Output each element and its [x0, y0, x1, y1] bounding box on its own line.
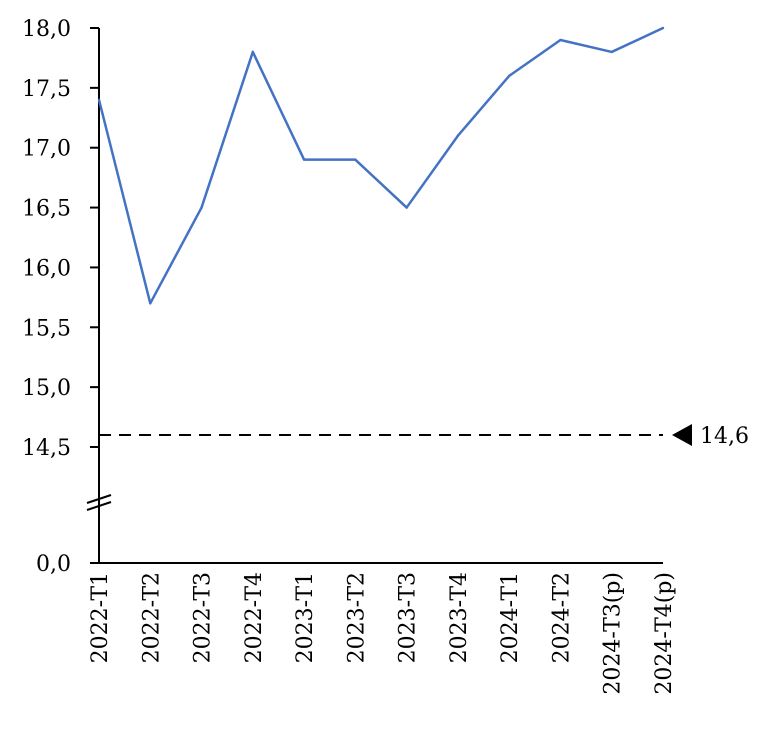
- axis-break-mark: [86, 501, 112, 511]
- y-tick-label: 18,0: [22, 17, 71, 42]
- y-tick-label: 14,5: [22, 436, 71, 461]
- y-tick-label: 16,5: [22, 197, 71, 222]
- y-tick-label: 15,0: [22, 376, 71, 401]
- y-tick-label: 17,0: [22, 137, 71, 162]
- x-tick-label: 2023-T1: [293, 572, 318, 663]
- data-point: [302, 158, 306, 161]
- x-tick-label: 2022-T4: [242, 572, 267, 663]
- x-tick-label: 2023-T2: [344, 572, 369, 663]
- data-point: [251, 50, 255, 54]
- x-tick-label: 2022-T3: [191, 572, 216, 663]
- data-point: [661, 26, 665, 30]
- data-point: [456, 134, 460, 137]
- reference-label: 14,6: [700, 424, 749, 449]
- x-tick-label: 2024-T4(p): [652, 572, 677, 695]
- data-point: [405, 206, 408, 209]
- x-tick-label: 2024-T2: [549, 572, 574, 663]
- x-tick-label: 2023-T3: [396, 572, 421, 663]
- reference-marker-icon: [672, 424, 692, 447]
- y-tick-label: 16,0: [22, 256, 71, 281]
- x-tick-label: 2024-T1: [498, 572, 523, 663]
- data-point: [610, 50, 613, 54]
- data-point: [559, 38, 562, 42]
- x-tick-label: 2024-T3(p): [601, 572, 626, 695]
- data-point: [354, 158, 357, 161]
- data-point: [97, 98, 101, 102]
- y-tick-label: 0,0: [36, 552, 71, 577]
- y-tick-label: 15,5: [22, 316, 71, 341]
- data-point: [507, 74, 511, 78]
- data-point: [200, 206, 203, 209]
- x-tick-label: 2023-T4: [447, 572, 472, 663]
- series-line: [97, 26, 664, 305]
- y-tick-label: 17,5: [22, 77, 71, 102]
- x-tick-label: 2022-T1: [88, 572, 113, 663]
- axis-break-mark: [86, 494, 112, 504]
- data-point: [149, 302, 152, 305]
- x-tick-label: 2022-T2: [139, 572, 164, 663]
